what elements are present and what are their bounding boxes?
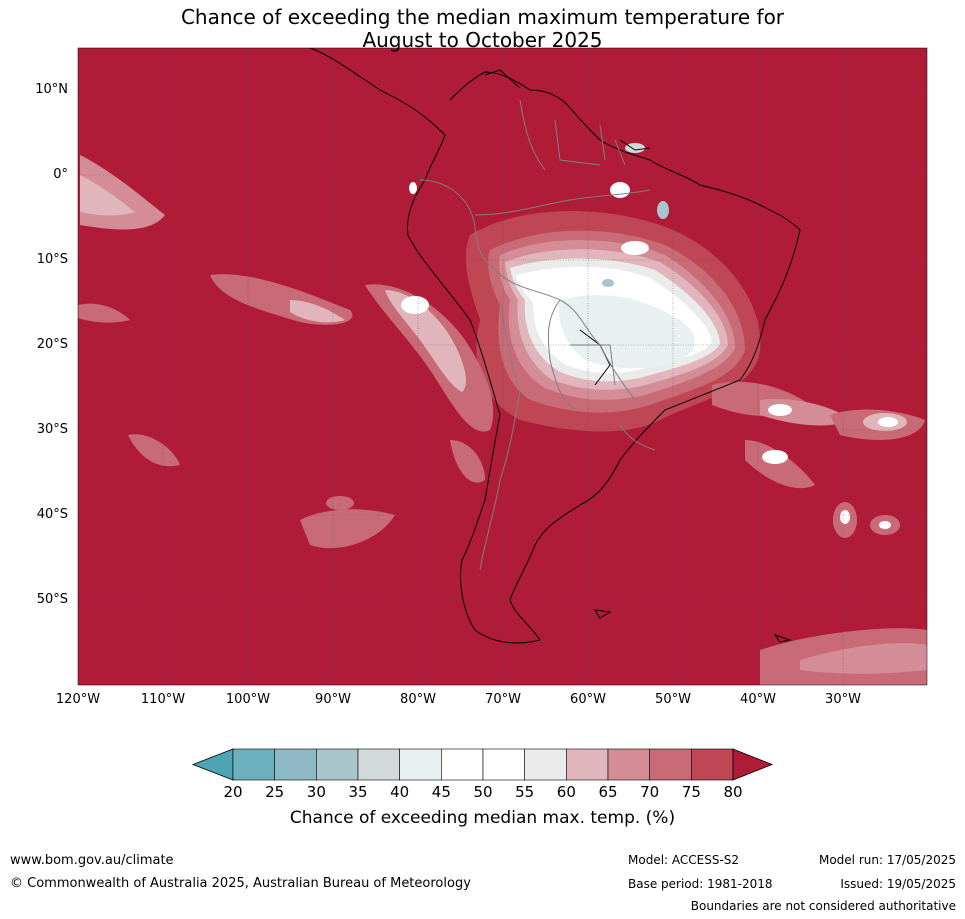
colorbar-bin	[607, 748, 650, 781]
lon-label-60w: 60°W	[570, 692, 606, 707]
colorbar-bin	[316, 748, 359, 781]
footer-url: www.bom.gov.au/climate	[10, 853, 174, 868]
country-borders	[419, 99, 656, 571]
colorbar-tick-label: 45	[431, 783, 451, 801]
footer-model-run: Model run: 17/05/2025	[818, 853, 956, 867]
colorbar-tick-label: 50	[473, 783, 493, 801]
footer-boundaries: Boundaries are not considered authoritat…	[690, 899, 956, 913]
lon-label-40w: 40°W	[740, 692, 776, 707]
colorbar-bin	[441, 748, 484, 781]
colorbar-tick-label: 75	[681, 783, 701, 801]
colorbar-bin	[274, 748, 317, 781]
colorbar-tick-label: 25	[265, 783, 285, 801]
lon-label-110w: 110°W	[140, 692, 186, 707]
lat-label-10n: 10°N	[35, 82, 68, 97]
colorbar-tick-label: 55	[515, 783, 535, 801]
lon-label-120w: 120°W	[55, 692, 101, 707]
colorbar-bin	[357, 748, 400, 781]
map-title-period: August to October 2025	[362, 28, 603, 52]
lon-label-100w: 100°W	[225, 692, 271, 707]
footer-model: Model: ACCESS-S2	[628, 853, 740, 867]
lat-label-50s: 50°S	[36, 592, 68, 607]
colorbar-bin	[649, 748, 692, 781]
lon-label-80w: 80°W	[400, 692, 436, 707]
footer-copyright: © Commonwealth of Australia 2025, Austra…	[10, 876, 471, 891]
colorbar-tick-label: 30	[306, 783, 326, 801]
colorbar-tick-label: 80	[723, 783, 743, 801]
colorbar-tick-label: 20	[223, 783, 243, 801]
brazil-anomaly	[409, 143, 761, 432]
colorbar-extend-high	[732, 748, 774, 781]
colorbar-label: Chance of exceeding median max. temp. (%…	[289, 808, 676, 828]
colorbar-tick-label: 40	[390, 783, 410, 801]
colorbar-tick-label: 60	[556, 783, 576, 801]
lon-label-30w: 30°W	[825, 692, 861, 707]
lat-label-30s: 30°S	[36, 422, 68, 437]
footer-issued: Issued: 19/05/2025	[840, 877, 956, 891]
colorbar-tick-label: 35	[348, 783, 368, 801]
colorbar-bin	[399, 748, 442, 781]
gridlines	[78, 48, 927, 685]
colorbar-bin	[691, 748, 734, 781]
lon-label-50w: 50°W	[655, 692, 691, 707]
colorbar-bin	[232, 748, 275, 781]
colorbar-tick-label: 65	[598, 783, 618, 801]
colorbar	[191, 748, 774, 781]
lat-label-10s: 10°S	[36, 252, 68, 267]
colorbar-extend-low	[191, 748, 234, 781]
colorbar-bin	[566, 748, 609, 781]
colorbar-bin	[482, 748, 525, 781]
map-title: Chance of exceeding the median maximum t…	[180, 5, 785, 29]
footer-base-period: Base period: 1981-2018	[628, 877, 773, 891]
lat-label-40s: 40°S	[36, 507, 68, 522]
lat-label-0: 0°	[53, 167, 68, 182]
atlantic-anomaly	[712, 381, 927, 685]
colorbar-tick-label: 70	[640, 783, 660, 801]
colorbar-bin	[524, 748, 567, 781]
lon-label-90w: 90°W	[315, 692, 351, 707]
lon-label-70w: 70°W	[485, 692, 521, 707]
lat-label-20s: 20°S	[36, 337, 68, 352]
